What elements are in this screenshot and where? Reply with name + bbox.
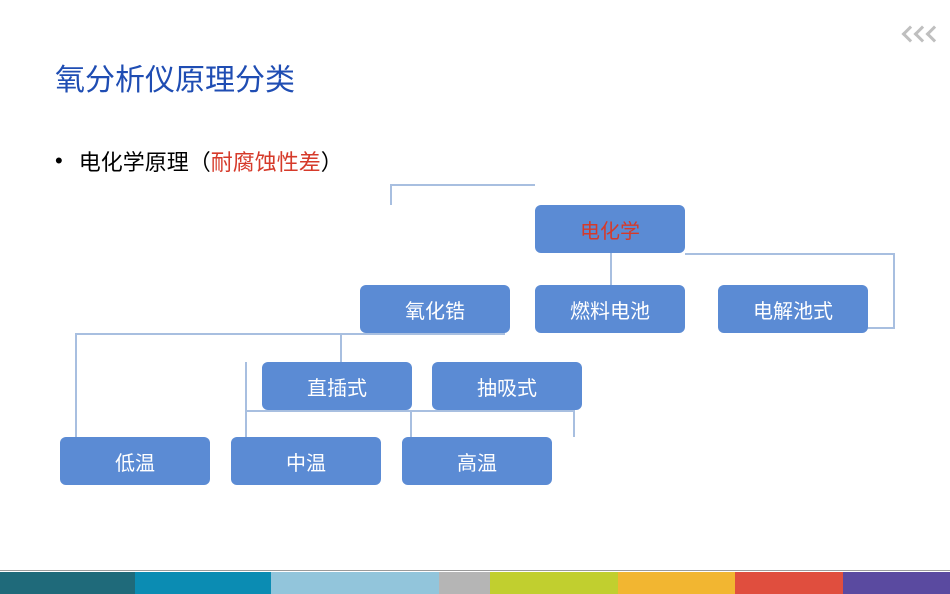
connector	[685, 253, 895, 285]
node-high: 高温	[402, 437, 552, 485]
node-low: 低温	[60, 437, 210, 485]
footer-stripe	[0, 572, 950, 594]
footer-segment	[0, 572, 135, 594]
bullet-line: • 电化学原理（ 耐腐蚀性差 ）	[55, 145, 343, 177]
connector	[390, 184, 535, 205]
node-suc: 抽吸式	[432, 362, 582, 410]
footer-segment	[135, 572, 272, 594]
footer-line	[0, 570, 950, 571]
node-root: 电化学	[535, 205, 685, 253]
connector	[340, 333, 342, 362]
connector	[75, 333, 505, 362]
footer-segment	[735, 572, 842, 594]
bullet-marker: •	[55, 148, 63, 174]
footer-segment	[439, 572, 490, 594]
connector	[245, 362, 247, 410]
node-mid: 中温	[231, 437, 381, 485]
page-title: 氧分析仪原理分类	[55, 55, 295, 99]
bullet-text-2: ）	[321, 145, 343, 177]
chevron-left-icon	[926, 26, 943, 43]
node-zr: 氧化锆	[360, 285, 510, 333]
connector	[410, 410, 412, 437]
connector	[610, 253, 612, 285]
node-fuel: 燃料电池	[535, 285, 685, 333]
footer-segment	[490, 572, 619, 594]
bullet-text-1: 电化学原理（	[79, 145, 211, 177]
node-elec: 电解池式	[718, 285, 868, 333]
footer-segment	[618, 572, 735, 594]
connector	[75, 362, 77, 437]
node-ins: 直插式	[262, 362, 412, 410]
bullet-highlight: 耐腐蚀性差	[211, 145, 321, 177]
footer-segment	[271, 572, 439, 594]
footer-segment	[843, 572, 950, 594]
corner-chevrons	[904, 28, 940, 40]
